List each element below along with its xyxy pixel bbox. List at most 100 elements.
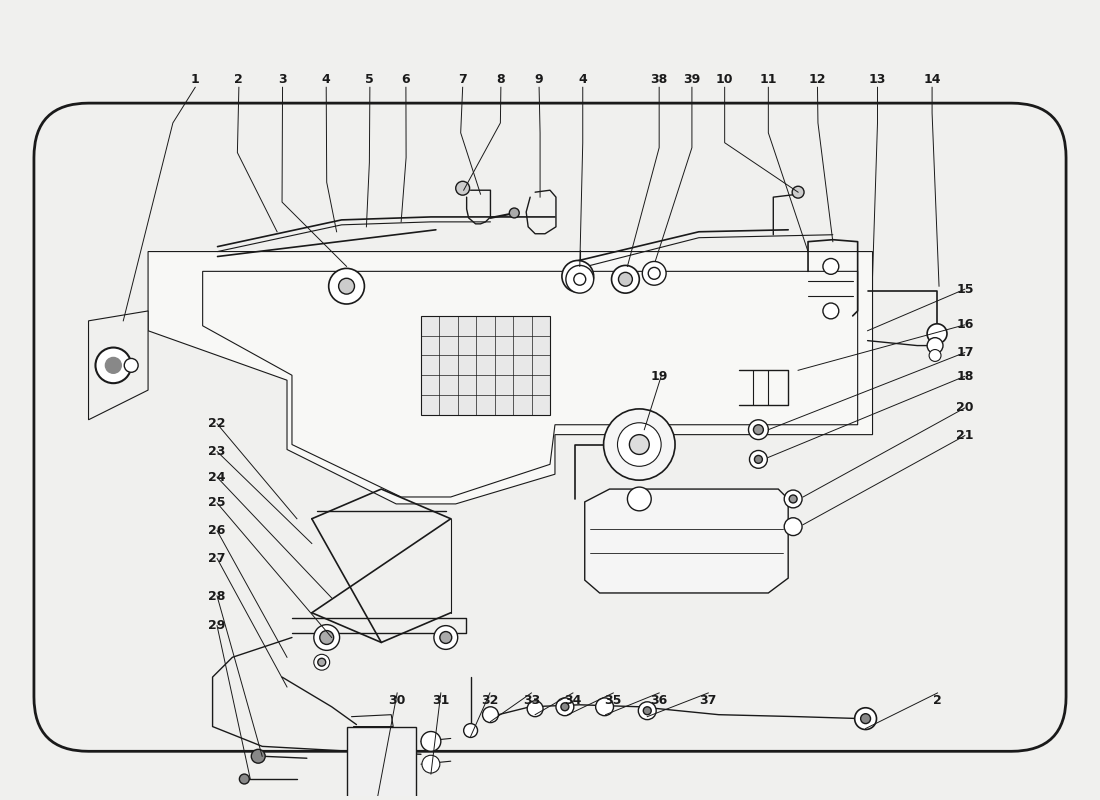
Circle shape xyxy=(483,706,498,722)
Text: 19: 19 xyxy=(650,370,668,382)
Circle shape xyxy=(561,703,569,710)
Circle shape xyxy=(565,266,594,293)
Text: eurospares: eurospares xyxy=(582,264,845,306)
Circle shape xyxy=(527,701,543,717)
Circle shape xyxy=(433,626,458,650)
Text: 29: 29 xyxy=(208,619,226,632)
Circle shape xyxy=(455,182,470,195)
Circle shape xyxy=(329,268,364,304)
Circle shape xyxy=(314,654,330,670)
Text: 30: 30 xyxy=(388,694,406,707)
Circle shape xyxy=(855,708,877,730)
Circle shape xyxy=(823,258,839,274)
Circle shape xyxy=(509,208,519,218)
Text: 39: 39 xyxy=(683,73,701,86)
Circle shape xyxy=(339,278,354,294)
Text: eurospares: eurospares xyxy=(156,264,419,306)
Polygon shape xyxy=(585,489,789,593)
Circle shape xyxy=(749,450,768,468)
Text: 9: 9 xyxy=(535,73,543,86)
Circle shape xyxy=(638,702,657,720)
Text: 27: 27 xyxy=(208,552,226,565)
Circle shape xyxy=(124,358,139,372)
Circle shape xyxy=(823,303,839,319)
Circle shape xyxy=(240,774,250,784)
Text: 35: 35 xyxy=(605,694,621,707)
Text: eurospares: eurospares xyxy=(156,482,419,524)
Text: 33: 33 xyxy=(522,694,540,707)
Polygon shape xyxy=(88,311,148,420)
Text: 38: 38 xyxy=(650,73,668,86)
Circle shape xyxy=(860,714,870,723)
Circle shape xyxy=(792,186,804,198)
Text: 20: 20 xyxy=(956,402,974,414)
Circle shape xyxy=(612,266,639,293)
FancyBboxPatch shape xyxy=(34,103,1066,751)
Circle shape xyxy=(618,272,632,286)
Text: 4: 4 xyxy=(579,73,587,86)
Circle shape xyxy=(596,698,614,716)
Text: 10: 10 xyxy=(716,73,734,86)
Text: 1: 1 xyxy=(190,73,199,86)
Text: 24: 24 xyxy=(208,471,226,484)
Circle shape xyxy=(556,698,574,716)
Text: 14: 14 xyxy=(923,73,940,86)
Circle shape xyxy=(642,262,667,286)
Text: 23: 23 xyxy=(208,445,226,458)
Text: 4: 4 xyxy=(322,73,331,86)
Text: 13: 13 xyxy=(869,73,887,86)
Circle shape xyxy=(464,723,477,738)
Circle shape xyxy=(629,434,649,454)
Text: eurospares: eurospares xyxy=(582,482,845,524)
Circle shape xyxy=(755,455,762,463)
Circle shape xyxy=(320,630,333,645)
Text: 21: 21 xyxy=(956,429,974,442)
Circle shape xyxy=(627,487,651,511)
Circle shape xyxy=(927,338,943,354)
Bar xyxy=(346,726,416,800)
Circle shape xyxy=(754,425,763,434)
Text: 36: 36 xyxy=(650,694,668,707)
Text: 8: 8 xyxy=(496,73,505,86)
Circle shape xyxy=(930,350,940,362)
Circle shape xyxy=(789,495,797,503)
Circle shape xyxy=(314,625,340,650)
Text: 18: 18 xyxy=(956,370,974,382)
Circle shape xyxy=(648,267,660,279)
Circle shape xyxy=(644,706,651,714)
Text: 2: 2 xyxy=(234,73,243,86)
Circle shape xyxy=(318,658,326,666)
Circle shape xyxy=(96,347,131,383)
Circle shape xyxy=(748,420,768,439)
Circle shape xyxy=(422,755,440,773)
Circle shape xyxy=(106,358,121,374)
Text: 11: 11 xyxy=(760,73,777,86)
Text: 34: 34 xyxy=(564,694,582,707)
Text: 15: 15 xyxy=(956,282,974,296)
Text: 22: 22 xyxy=(208,418,226,430)
Circle shape xyxy=(927,324,947,343)
Text: 26: 26 xyxy=(208,524,226,537)
Polygon shape xyxy=(148,251,872,504)
Circle shape xyxy=(251,750,265,763)
Circle shape xyxy=(570,268,585,284)
Circle shape xyxy=(421,731,441,751)
Circle shape xyxy=(784,490,802,508)
Text: 6: 6 xyxy=(402,73,410,86)
Text: 12: 12 xyxy=(808,73,826,86)
Circle shape xyxy=(784,518,802,535)
Text: 16: 16 xyxy=(956,318,974,331)
Text: 25: 25 xyxy=(208,497,226,510)
Circle shape xyxy=(440,631,452,643)
Circle shape xyxy=(604,409,675,480)
Text: 31: 31 xyxy=(432,694,450,707)
Text: 28: 28 xyxy=(208,590,226,603)
Text: 32: 32 xyxy=(482,694,498,707)
Text: 2: 2 xyxy=(933,694,942,707)
Circle shape xyxy=(562,261,594,292)
Text: 5: 5 xyxy=(365,73,374,86)
Bar xyxy=(421,316,550,415)
Text: 3: 3 xyxy=(278,73,287,86)
Text: 17: 17 xyxy=(956,346,974,359)
Text: 7: 7 xyxy=(459,73,468,86)
